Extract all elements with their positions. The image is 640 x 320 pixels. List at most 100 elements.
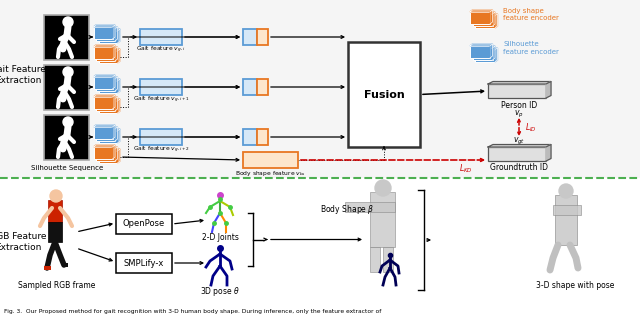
Bar [243, 129, 257, 145]
Bar [0, 178, 640, 320]
Circle shape [63, 67, 73, 77]
Bar [257, 129, 268, 145]
Bar [116, 214, 172, 234]
Polygon shape [93, 145, 115, 147]
Bar [140, 29, 182, 45]
Text: 2-D Joints: 2-D Joints [202, 234, 239, 243]
Bar [99, 51, 118, 63]
Polygon shape [96, 147, 118, 149]
Polygon shape [113, 95, 115, 109]
Polygon shape [115, 27, 118, 41]
Polygon shape [490, 10, 493, 24]
Text: OpenPose: OpenPose [123, 220, 165, 228]
Polygon shape [118, 149, 120, 163]
Polygon shape [118, 29, 120, 43]
Text: Sampled RGB frame: Sampled RGB frame [19, 281, 96, 290]
Bar [475, 16, 495, 28]
Bar [383, 247, 393, 272]
Bar [99, 81, 118, 93]
Circle shape [559, 184, 573, 198]
Text: RGB Feature
Extraction: RGB Feature Extraction [0, 232, 46, 252]
Text: Body shape feature $v_{bs}$: Body shape feature $v_{bs}$ [235, 170, 306, 179]
Circle shape [50, 190, 62, 202]
Polygon shape [93, 95, 115, 97]
Polygon shape [99, 49, 120, 51]
Polygon shape [113, 45, 115, 59]
Bar [140, 79, 182, 95]
Text: Gait feature $v_{g,i+1}$: Gait feature $v_{g,i+1}$ [132, 95, 189, 105]
Bar [99, 151, 118, 163]
Bar [0, 0, 640, 178]
Bar [93, 97, 113, 109]
Polygon shape [115, 147, 118, 161]
Text: Silhouette
feature encoder: Silhouette feature encoder [503, 42, 559, 54]
Polygon shape [493, 12, 495, 26]
Text: Body shape
feature encoder: Body shape feature encoder [503, 7, 559, 20]
Polygon shape [546, 145, 551, 161]
Polygon shape [495, 14, 497, 28]
Bar [488, 147, 546, 161]
Bar [243, 29, 257, 45]
Polygon shape [115, 127, 118, 141]
Bar [96, 29, 115, 41]
Polygon shape [475, 48, 497, 50]
Bar [96, 99, 115, 111]
Bar [93, 77, 113, 89]
Bar [140, 129, 182, 145]
Polygon shape [118, 99, 120, 113]
Polygon shape [490, 44, 493, 58]
Polygon shape [118, 79, 120, 93]
Circle shape [63, 117, 73, 127]
Polygon shape [488, 145, 551, 147]
Polygon shape [470, 44, 493, 46]
Bar [116, 253, 172, 273]
Polygon shape [93, 125, 115, 127]
Polygon shape [475, 14, 497, 16]
Bar [93, 27, 113, 39]
Bar [44, 65, 89, 110]
Text: $v_{gt}$: $v_{gt}$ [513, 135, 525, 147]
Bar [472, 14, 493, 26]
Bar [99, 131, 118, 143]
Polygon shape [118, 129, 120, 143]
Polygon shape [99, 29, 120, 31]
Bar [488, 84, 546, 98]
Bar [99, 31, 118, 43]
Text: Silhouette Sequence: Silhouette Sequence [31, 165, 103, 171]
Polygon shape [115, 47, 118, 61]
Bar [470, 46, 490, 58]
Bar [370, 247, 380, 272]
Text: 3-D shape with pose: 3-D shape with pose [536, 281, 614, 290]
Text: Fusion: Fusion [364, 90, 404, 100]
Polygon shape [96, 27, 118, 29]
Text: Gait feature $v_{g,i+2}$: Gait feature $v_{g,i+2}$ [132, 145, 189, 155]
Polygon shape [115, 97, 118, 111]
Bar [93, 47, 113, 59]
Polygon shape [470, 10, 493, 12]
Circle shape [63, 17, 73, 27]
Text: $L_{KD}$: $L_{KD}$ [460, 163, 473, 175]
Polygon shape [115, 77, 118, 91]
Polygon shape [93, 75, 115, 77]
Text: SMPLify-x: SMPLify-x [124, 259, 164, 268]
Polygon shape [113, 25, 115, 39]
Bar [48, 200, 62, 222]
Bar [93, 147, 113, 159]
Polygon shape [472, 12, 495, 14]
Bar [345, 202, 395, 212]
Text: 3D pose $\theta$: 3D pose $\theta$ [200, 284, 240, 298]
Text: Body Shape $\beta$: Body Shape $\beta$ [320, 204, 374, 217]
Bar [370, 192, 395, 247]
Polygon shape [495, 48, 497, 62]
Polygon shape [113, 75, 115, 89]
Polygon shape [113, 125, 115, 139]
Bar [257, 29, 268, 45]
Polygon shape [493, 46, 495, 60]
Bar [96, 49, 115, 61]
Text: $L_{ID}$: $L_{ID}$ [525, 122, 537, 134]
Polygon shape [99, 99, 120, 101]
Polygon shape [99, 149, 120, 151]
Polygon shape [93, 25, 115, 27]
Polygon shape [546, 82, 551, 98]
Text: Gait feature $v_{g,i}$: Gait feature $v_{g,i}$ [136, 45, 186, 55]
